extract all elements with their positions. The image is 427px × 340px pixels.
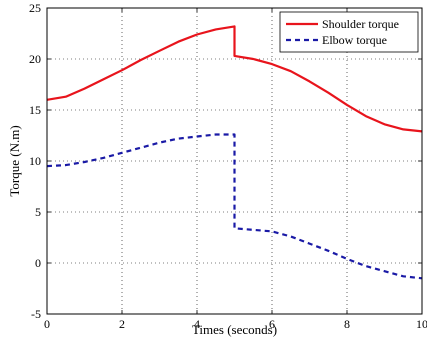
y-axis-label: Torque (N.m) [7, 125, 22, 196]
legend-box [279, 11, 419, 53]
series-line-shoulder-torque [46, 25, 423, 133]
y-tick-label: 20 [29, 52, 41, 66]
x-tick-label: 6 [269, 317, 275, 331]
x-tick-label: 0 [44, 317, 50, 331]
x-tick-label: 8 [344, 317, 350, 331]
y-tick-label: -5 [31, 307, 41, 321]
series-layer [46, 25, 423, 280]
y-tick-label: 0 [35, 256, 41, 270]
legend-label-shoulder-torque: Shoulder torque [322, 17, 399, 31]
y-tick-label: 15 [29, 103, 41, 117]
x-axis-label: Times (seconds) [192, 322, 277, 337]
legend: Shoulder torque Elbow torque [279, 11, 419, 53]
series-line-elbow-torque [46, 133, 423, 280]
y-tick-label: 25 [29, 1, 41, 15]
y-tick-label: 5 [35, 205, 41, 219]
y-tick-label: 10 [29, 154, 41, 168]
x-tick-label: 10 [416, 317, 427, 331]
legend-label-elbow-torque: Elbow torque [322, 33, 387, 47]
x-tick-label: 4 [194, 317, 200, 331]
x-tick-label: 2 [119, 317, 125, 331]
